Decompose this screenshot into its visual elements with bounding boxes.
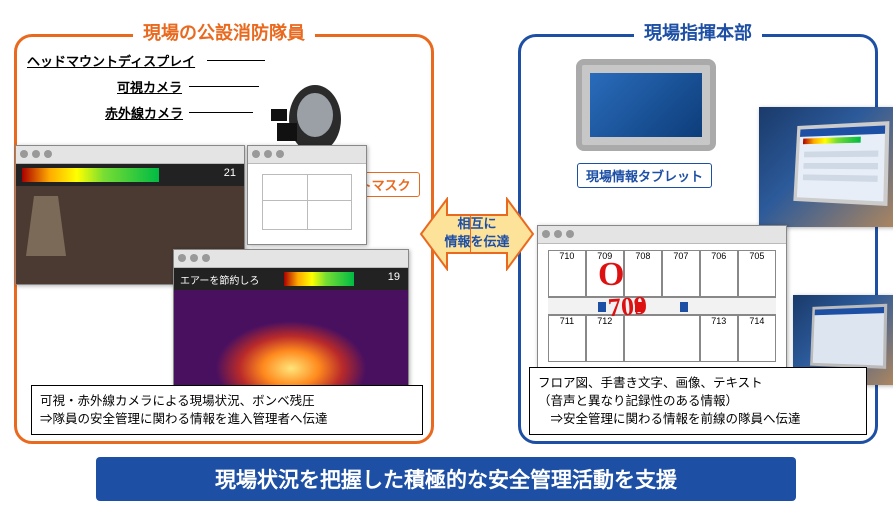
exchange-arrow: 相互に 情報を伝達 <box>425 197 529 271</box>
air-warning: エアーを節約しろ <box>180 272 259 287</box>
tablet-image <box>561 49 731 159</box>
right-panel: 現場指揮本部 現場情報タブレット 710 709 708 707 706 705… <box>518 34 878 444</box>
right-desc: フロア図、手書き文字、画像、テキスト （音声と異なり記録性のある情報） ⇒安全管… <box>529 367 867 435</box>
summary-bar: 現場状況を把握した積極的な安全管理活動を支援 <box>96 457 796 501</box>
right-desc-l1: フロア図、手書き文字、画像、テキスト <box>538 374 858 392</box>
left-panel: 現場の公設消防隊員 ヘッドマウントディスプレイ 可視カメラ 赤外線カメラ スマー… <box>14 34 434 444</box>
left-desc: 可視・赤外線カメラによる現場状況、ボンベ残圧 ⇒隊員の安全管理に関わる情報を進入… <box>31 385 423 435</box>
left-panel-title: 現場の公設消防隊員 <box>133 19 315 45</box>
label-ir-cam: 赤外線カメラ <box>105 103 183 122</box>
leader-ir <box>189 112 253 113</box>
right-panel-title: 現場指揮本部 <box>634 19 762 45</box>
tablet-photo <box>759 107 893 227</box>
floorplan-screenshot: 710 709 708 707 706 705 711 712 713 714 … <box>537 225 787 385</box>
tablet-badge: 現場情報タブレット <box>577 163 712 188</box>
handwrite-circle: O <box>598 256 624 294</box>
left-desc-l2: ⇒隊員の安全管理に関わる情報を進入管理者へ伝達 <box>40 410 414 428</box>
leader-hmd <box>207 60 265 61</box>
exchange-text: 相互に 情報を伝達 <box>425 215 529 250</box>
right-desc-l2: （音声と異なり記録性のある情報） <box>538 392 858 410</box>
right-desc-l3: ⇒安全管理に関わる情報を前線の隊員へ伝達 <box>538 410 858 428</box>
label-visible-cam: 可視カメラ <box>117 77 182 96</box>
leader-vis <box>189 86 259 87</box>
label-hmd: ヘッドマウントディスプレイ <box>27 51 195 70</box>
left-desc-l1: 可視・赤外線カメラによる現場状況、ボンベ残圧 <box>40 392 414 410</box>
floor-grid: 710 709 708 707 706 705 711 712 713 714 <box>548 250 776 362</box>
screenshot-thermal: エアーを節約しろ 19 <box>173 249 409 389</box>
screenshot-mini-floor <box>247 145 367 245</box>
handwrite-709: 709 <box>607 291 648 324</box>
